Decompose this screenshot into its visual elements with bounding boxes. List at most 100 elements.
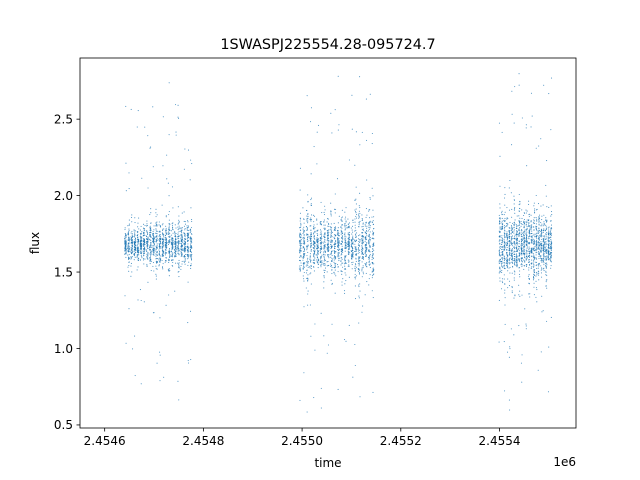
data-point xyxy=(343,224,345,226)
data-point xyxy=(545,257,547,259)
data-point xyxy=(184,245,187,247)
data-point xyxy=(149,248,152,250)
data-point xyxy=(155,273,157,275)
data-point xyxy=(511,226,513,228)
data-point xyxy=(330,265,332,267)
data-point xyxy=(368,240,370,242)
data-point xyxy=(141,246,143,248)
data-point xyxy=(316,259,318,261)
data-point xyxy=(320,264,322,266)
data-point xyxy=(177,242,179,244)
data-point xyxy=(365,252,367,254)
data-point xyxy=(323,219,325,221)
data-point xyxy=(516,215,518,217)
data-point xyxy=(521,250,523,252)
data-point xyxy=(518,229,520,231)
data-point xyxy=(372,250,374,252)
data-point xyxy=(369,255,371,257)
data-point xyxy=(516,263,518,265)
data-point xyxy=(365,254,367,256)
data-point xyxy=(525,232,527,234)
data-point xyxy=(528,282,530,284)
data-point xyxy=(313,233,315,235)
data-point xyxy=(543,250,545,252)
data-point xyxy=(531,259,533,261)
data-point xyxy=(520,264,522,266)
data-point xyxy=(331,245,333,247)
data-point xyxy=(131,256,133,258)
data-point xyxy=(187,236,189,238)
data-point xyxy=(137,259,140,261)
data-point xyxy=(128,247,130,250)
data-point xyxy=(347,218,349,220)
data-point xyxy=(338,252,340,254)
data-point xyxy=(508,239,511,241)
data-point xyxy=(540,249,542,251)
data-point xyxy=(337,252,339,254)
data-point xyxy=(155,212,157,214)
data-point xyxy=(139,233,141,235)
data-point xyxy=(531,240,533,242)
data-point xyxy=(150,250,152,252)
data-point xyxy=(307,235,309,237)
data-point xyxy=(358,241,360,243)
data-point xyxy=(545,252,548,254)
data-point xyxy=(180,234,182,236)
data-point xyxy=(340,231,342,233)
data-point xyxy=(305,261,308,263)
data-point xyxy=(540,246,542,248)
data-point xyxy=(537,242,539,244)
data-point xyxy=(333,272,335,274)
data-point xyxy=(156,362,158,364)
data-point xyxy=(538,145,540,147)
data-point xyxy=(540,241,542,243)
data-point xyxy=(501,265,503,267)
data-point xyxy=(189,240,192,242)
data-point xyxy=(331,282,333,285)
data-point xyxy=(128,236,130,238)
data-point xyxy=(158,265,160,267)
data-point xyxy=(521,217,523,220)
data-point xyxy=(501,239,503,241)
data-point xyxy=(533,261,535,263)
data-point xyxy=(323,251,325,253)
data-point xyxy=(150,253,152,255)
data-point xyxy=(142,231,145,234)
data-point xyxy=(540,235,542,237)
data-point xyxy=(310,250,312,252)
data-point xyxy=(345,207,347,209)
data-point xyxy=(547,233,549,236)
data-point xyxy=(341,216,343,218)
data-point xyxy=(306,277,308,280)
data-point xyxy=(500,264,503,266)
data-point xyxy=(344,229,346,231)
data-point xyxy=(326,265,328,267)
data-point xyxy=(372,270,374,273)
data-point xyxy=(341,253,343,255)
data-point xyxy=(316,163,318,165)
data-point xyxy=(331,260,333,263)
data-point xyxy=(529,226,531,228)
data-point xyxy=(548,254,550,256)
data-point xyxy=(330,247,332,250)
data-point xyxy=(316,260,318,263)
data-point xyxy=(543,247,545,249)
data-point xyxy=(178,276,180,278)
data-point xyxy=(146,220,148,222)
data-point xyxy=(521,257,523,259)
data-point xyxy=(538,239,540,241)
data-point xyxy=(521,244,523,246)
data-point xyxy=(313,270,315,272)
data-point xyxy=(498,341,500,343)
data-point xyxy=(516,239,518,242)
data-point xyxy=(330,230,333,232)
data-point xyxy=(507,287,509,289)
data-point xyxy=(309,239,311,241)
data-point xyxy=(502,237,504,239)
data-point xyxy=(499,260,501,262)
data-point xyxy=(345,280,347,282)
data-point xyxy=(372,242,374,244)
data-point xyxy=(542,260,545,262)
data-point xyxy=(365,207,367,210)
